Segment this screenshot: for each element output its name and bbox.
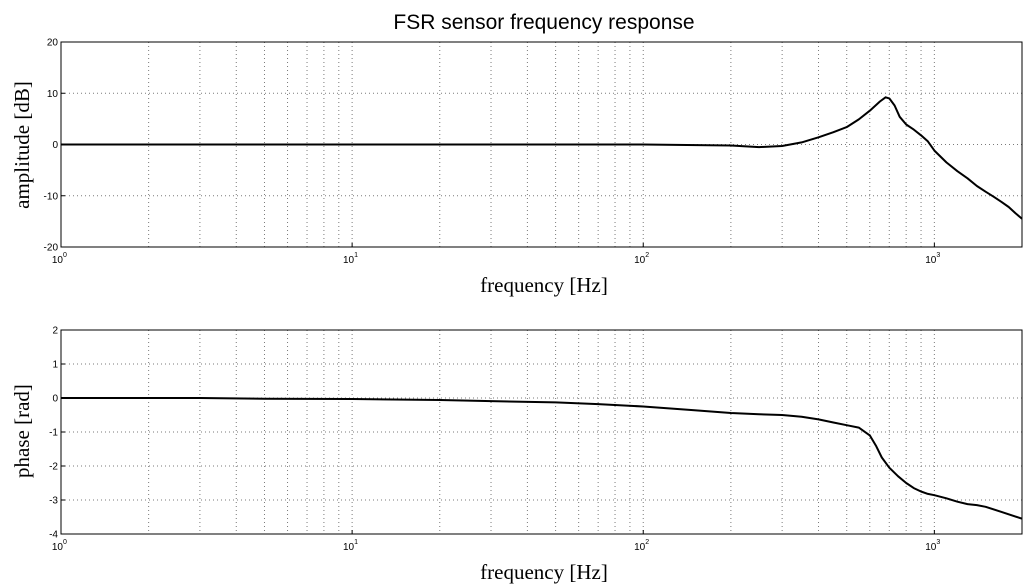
amplitude-y-axis-label: amplitude [dB] <box>10 81 34 209</box>
phase-y-tick-label: 1 <box>52 360 58 371</box>
amplitude-x-tick-label: 10 <box>925 255 937 266</box>
amplitude-y-tick-label: 10 <box>47 89 59 100</box>
phase-y-tick-label: -3 <box>49 496 58 507</box>
phase-x-tick-exponent: 1 <box>354 539 358 546</box>
phase-y-tick-label: 2 <box>52 326 58 337</box>
phase-x-tick-label: 10 <box>343 542 355 553</box>
phase-x-tick-label: 10 <box>925 542 937 553</box>
phase-x-tick-label: 10 <box>634 542 646 553</box>
amplitude-y-tick-label: -10 <box>44 191 59 202</box>
amplitude-x-axis-label: frequency [Hz] <box>480 273 608 297</box>
amplitude-y-tick-label: 20 <box>47 38 59 49</box>
phase-x-tick-exponent: 2 <box>645 539 649 546</box>
phase-y-tick-label: -2 <box>49 462 58 473</box>
phase-y-tick-label: -4 <box>49 530 58 541</box>
phase-series-line <box>61 397 1023 520</box>
amplitude-x-tick-exponent: 2 <box>645 252 649 259</box>
phase-x-tick-label: 10 <box>52 542 64 553</box>
amplitude-x-tick-label: 10 <box>634 255 646 266</box>
amplitude-series-line <box>61 96 1023 220</box>
phase-y-tick-label: 0 <box>52 394 58 405</box>
phase-y-tick-label: -1 <box>49 428 58 439</box>
amplitude-y-tick-label: 0 <box>52 140 58 151</box>
phase-x-axis-label: frequency [Hz] <box>480 560 608 584</box>
phase-y-axis-label: phase [rad] <box>10 384 34 478</box>
amplitude-x-tick-exponent: 1 <box>354 252 358 259</box>
amplitude-x-tick-exponent: 3 <box>936 252 940 259</box>
phase-plot: 210-1-2-3-410 0 10 1 10 2 10 3 <box>49 326 1023 553</box>
amplitude-x-tick-exponent: 0 <box>63 252 67 259</box>
amplitude-y-tick-label: -20 <box>44 243 59 254</box>
phase-x-tick-exponent: 0 <box>63 539 67 546</box>
amplitude-x-tick-label: 10 <box>343 255 355 266</box>
phase-x-tick-exponent: 3 <box>936 539 940 546</box>
chart-title: FSR sensor frequency response <box>393 11 694 34</box>
phase-axes-frame <box>60 329 1023 535</box>
amplitude-x-tick-label: 10 <box>52 255 64 266</box>
